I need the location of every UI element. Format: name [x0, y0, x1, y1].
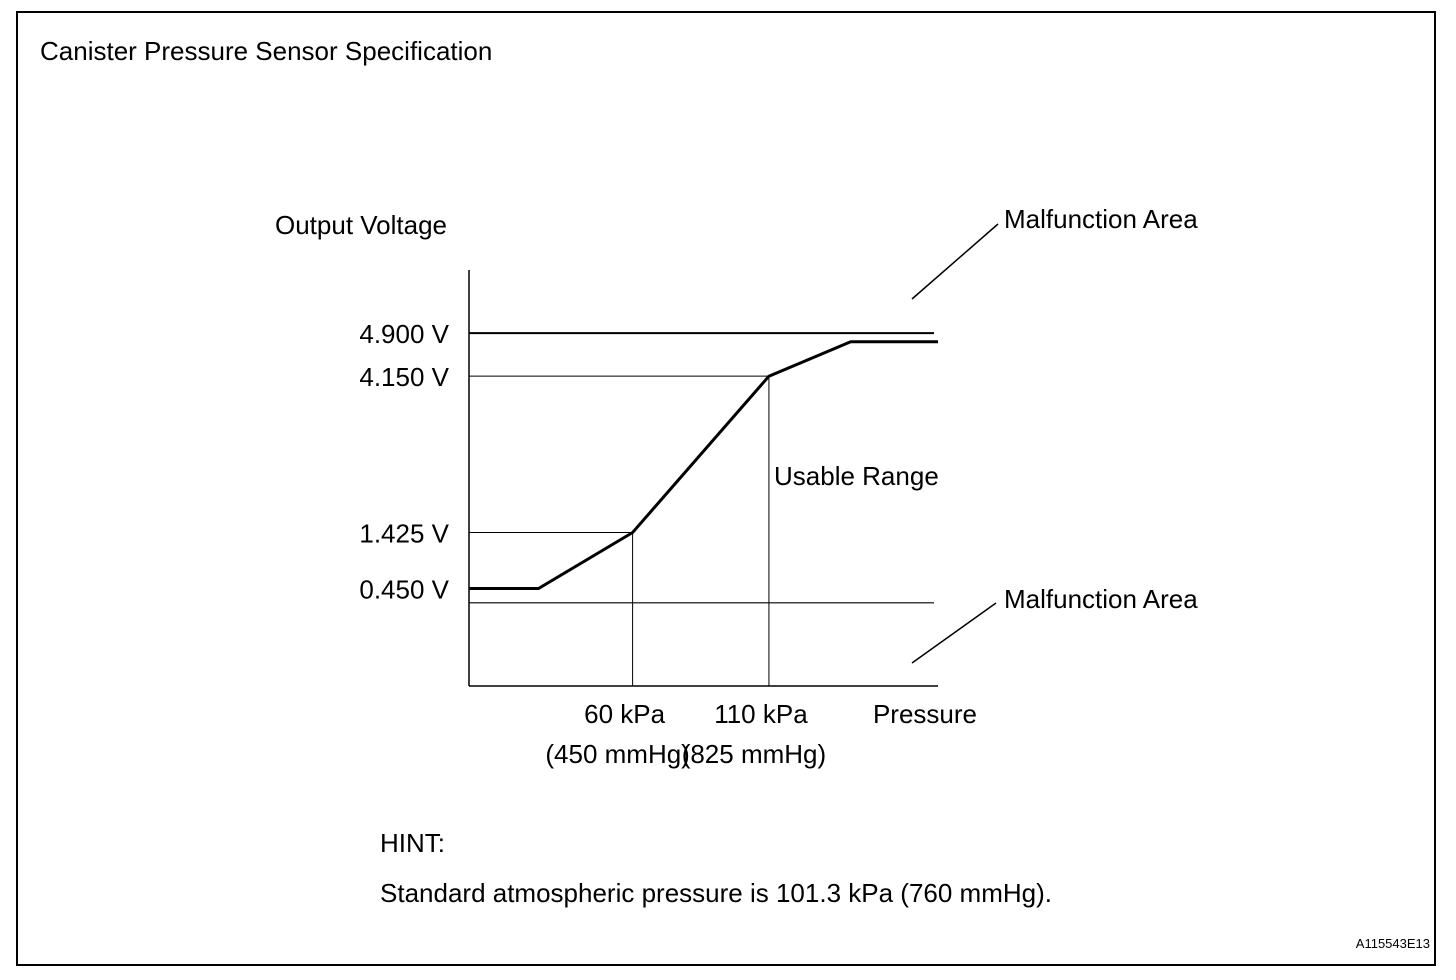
y-tick-label: 4.900 V — [359, 319, 449, 349]
chart-series — [469, 340, 938, 590]
page-title: Canister Pressure Sensor Specification — [40, 36, 493, 66]
chart-labels: 4.900 V 4.150 V 1.425 V 0.450 V 60 kPa (450 m… — [275, 204, 1198, 769]
annotation-label: Malfunction Area — [1004, 204, 1198, 234]
chart-axes — [468, 270, 938, 687]
y-axis-title: Output Voltage — [275, 210, 447, 240]
annotation-label: Malfunction Area — [1004, 584, 1198, 614]
hint-label: HINT: — [380, 828, 445, 858]
y-tick-label: 1.425 V — [359, 519, 449, 549]
reference-lines — [469, 332, 934, 604]
x-tick-sublabel: (450 mmHg) — [545, 739, 689, 769]
x-tick-sublabel: (825 mmHg) — [682, 739, 826, 769]
y-tick-label: 0.450 V — [359, 574, 449, 604]
x-axis-title: Pressure — [873, 699, 977, 729]
annotation-leader — [911, 602, 997, 664]
output-voltage-line — [469, 340, 938, 590]
x-tick-label: 110 kPa — [714, 699, 808, 729]
figure-frame — [16, 11, 1436, 966]
y-tick-label: 4.150 V — [359, 362, 449, 392]
x-tick-label: 60 kPa — [584, 699, 665, 729]
annotation-label: Usable Range — [774, 461, 939, 491]
tick-guide-lines — [469, 375, 770, 686]
hint-text: Standard atmospheric pressure is 101.3 k… — [380, 878, 1052, 908]
annotation-leader — [911, 223, 999, 300]
figure-id: A115543E13 — [1355, 936, 1430, 951]
